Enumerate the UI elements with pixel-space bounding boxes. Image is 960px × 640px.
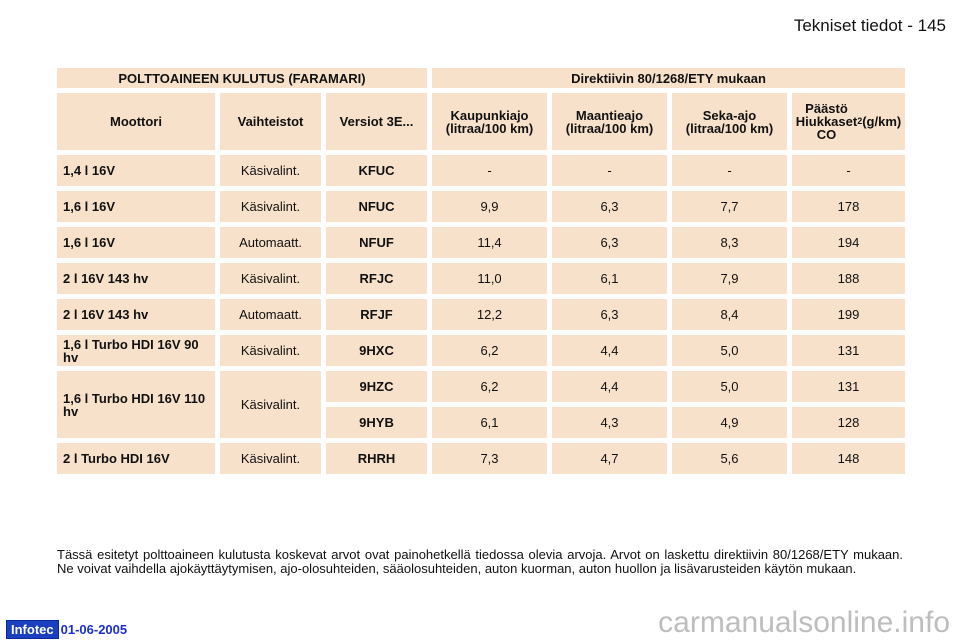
engine-cell: 1,6 l 16V: [57, 191, 215, 222]
column-header: Kaupunkiajo (litraa/100 km): [432, 93, 547, 150]
footnote: Tässä esitetyt polttoaineen kulutusta ko…: [57, 547, 903, 576]
co2-cell: 148: [792, 443, 905, 474]
combined-cell: 7,7: [672, 191, 787, 222]
city-cell: 7,3: [432, 443, 547, 474]
highway-cell: 4,4: [552, 371, 667, 402]
version-cell: RFJC: [326, 263, 427, 294]
co2-cell: 131: [792, 371, 905, 402]
highway-cell: 4,3: [552, 407, 667, 438]
gearbox-cell: Käsivalint.: [220, 191, 321, 222]
engine-cell: 2 l 16V 143 hv: [57, 263, 215, 294]
city-cell: 6,2: [432, 371, 547, 402]
combined-cell: 5,0: [672, 335, 787, 366]
gearbox-cell: Käsivalint.: [220, 155, 321, 186]
co2-cell: -: [792, 155, 905, 186]
gearbox-cell: Automaatt.: [220, 227, 321, 258]
engine-cell: 1,6 l Turbo HDI 16V 90 hv: [57, 335, 215, 366]
column-header: Maantieajo (litraa/100 km): [552, 93, 667, 150]
co2-cell: 199: [792, 299, 905, 330]
page-title: Tekniset tiedot - 145: [793, 16, 946, 35]
combined-cell: 5,0: [672, 371, 787, 402]
co2-cell: 131: [792, 335, 905, 366]
version-cell: RFJF: [326, 299, 427, 330]
column-header: Vaihteistot: [220, 93, 321, 150]
combined-cell: 4,9: [672, 407, 787, 438]
highway-cell: 6,3: [552, 299, 667, 330]
engine-cell: 1,4 l 16V: [57, 155, 215, 186]
infotec-logo: Infotec: [6, 620, 59, 639]
version-cell: 9HZC: [326, 371, 427, 402]
gearbox-cell: Käsivalint.: [220, 263, 321, 294]
engine-cell: 1,6 l 16V: [57, 227, 215, 258]
fuel-consumption-table: POLTTOAINEEN KULUTUS (FARAMARI) Direktii…: [57, 68, 905, 474]
combined-cell: 7,9: [672, 263, 787, 294]
gearbox-cell: Käsivalint.: [220, 443, 321, 474]
combined-cell: 8,4: [672, 299, 787, 330]
highway-cell: 6,3: [552, 191, 667, 222]
gearbox-cell: Käsivalint.: [220, 371, 321, 438]
city-cell: 9,9: [432, 191, 547, 222]
city-cell: 6,1: [432, 407, 547, 438]
combined-cell: 8,3: [672, 227, 787, 258]
combined-cell: -: [672, 155, 787, 186]
version-cell: 9HXC: [326, 335, 427, 366]
city-cell: 11,0: [432, 263, 547, 294]
engine-cell: 1,6 l Turbo HDI 16V 110 hv: [57, 371, 215, 438]
highway-cell: 6,1: [552, 263, 667, 294]
version-cell: NFUC: [326, 191, 427, 222]
footer: Infotec 01-06-2005: [6, 620, 127, 639]
version-cell: 9HYB: [326, 407, 427, 438]
column-header: Seka-ajo (litraa/100 km): [672, 93, 787, 150]
column-header: Päästö Hiukkaset CO 2 (g/km): [792, 93, 905, 150]
column-header: Moottori: [57, 93, 215, 150]
highway-cell: -: [552, 155, 667, 186]
highway-cell: 4,7: [552, 443, 667, 474]
group-header-directive: Direktiivin 80/1268/ETY mukaan: [432, 68, 905, 88]
version-cell: KFUC: [326, 155, 427, 186]
version-cell: RHRH: [326, 443, 427, 474]
city-cell: 6,2: [432, 335, 547, 366]
city-cell: -: [432, 155, 547, 186]
city-cell: 12,2: [432, 299, 547, 330]
co2-cell: 128: [792, 407, 905, 438]
column-header: Versiot 3E...: [326, 93, 427, 150]
gearbox-cell: Automaatt.: [220, 299, 321, 330]
engine-cell: 2 l Turbo HDI 16V: [57, 443, 215, 474]
watermark: carmanualsonline.info: [658, 606, 950, 639]
highway-cell: 4,4: [552, 335, 667, 366]
co2-cell: 178: [792, 191, 905, 222]
highway-cell: 6,3: [552, 227, 667, 258]
version-cell: NFUF: [326, 227, 427, 258]
engine-cell: 2 l 16V 143 hv: [57, 299, 215, 330]
group-header-fuel: POLTTOAINEEN KULUTUS (FARAMARI): [57, 68, 427, 88]
city-cell: 11,4: [432, 227, 547, 258]
combined-cell: 5,6: [672, 443, 787, 474]
gearbox-cell: Käsivalint.: [220, 335, 321, 366]
print-date: 01-06-2005: [60, 622, 128, 637]
co2-cell: 194: [792, 227, 905, 258]
co2-cell: 188: [792, 263, 905, 294]
